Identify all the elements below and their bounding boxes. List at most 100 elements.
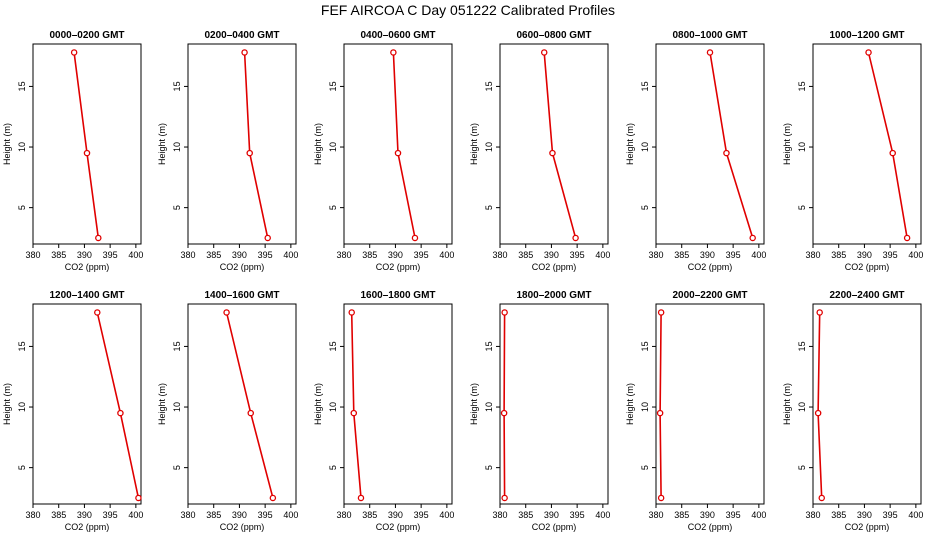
x-tick-label: 380 bbox=[805, 510, 820, 520]
y-tick-label: 15 bbox=[640, 81, 650, 91]
plot-frame bbox=[32, 43, 142, 245]
x-tick-label: 395 bbox=[883, 250, 898, 260]
profile-line bbox=[392, 52, 416, 239]
x-tick-label: 390 bbox=[857, 250, 872, 260]
x-tick-label: 385 bbox=[674, 250, 689, 260]
x-tick-label: 385 bbox=[831, 510, 846, 520]
y-tick-label: 15 bbox=[640, 341, 650, 351]
data-point bbox=[865, 49, 872, 56]
y-tick-label: 10 bbox=[328, 142, 338, 152]
x-tick-label: 395 bbox=[258, 250, 273, 260]
data-point bbox=[246, 149, 253, 157]
plot-frame bbox=[343, 303, 453, 505]
x-tick-label: 385 bbox=[831, 250, 846, 260]
x-tick-label: 385 bbox=[206, 510, 221, 520]
x-tick-label: 385 bbox=[518, 250, 533, 260]
data-point bbox=[241, 49, 248, 56]
y-tick-label: 15 bbox=[172, 81, 182, 91]
data-point bbox=[706, 49, 714, 56]
panel-title: 1000–1200 GMT bbox=[829, 30, 904, 41]
y-axis-label: Height (m) bbox=[2, 383, 12, 425]
data-point bbox=[264, 234, 271, 242]
y-axis-label: Height (m) bbox=[2, 123, 12, 165]
y-tick-label: 5 bbox=[328, 205, 338, 210]
y-tick-label: 5 bbox=[17, 465, 27, 470]
y-tick-label: 5 bbox=[797, 205, 807, 210]
y-tick-label: 10 bbox=[17, 402, 27, 412]
x-tick-label: 380 bbox=[336, 510, 351, 520]
data-point bbox=[903, 234, 911, 242]
x-tick-label: 385 bbox=[51, 250, 66, 260]
x-axis-label: CO2 (ppm) bbox=[688, 522, 733, 532]
x-tick-label: 395 bbox=[570, 510, 585, 520]
data-point bbox=[394, 149, 402, 157]
y-tick-label: 10 bbox=[640, 402, 650, 412]
data-point bbox=[411, 234, 419, 242]
data-point bbox=[95, 234, 102, 242]
plot-frame bbox=[32, 303, 142, 505]
x-tick-label: 395 bbox=[414, 250, 429, 260]
x-tick-label: 400 bbox=[439, 510, 454, 520]
x-tick-label: 390 bbox=[232, 250, 247, 260]
x-tick-label: 380 bbox=[25, 510, 40, 520]
profile-line bbox=[96, 312, 140, 499]
profile-line bbox=[543, 52, 577, 239]
x-axis-label: CO2 (ppm) bbox=[220, 262, 265, 272]
x-tick-label: 390 bbox=[544, 510, 559, 520]
x-axis-label: CO2 (ppm) bbox=[65, 262, 110, 272]
data-point bbox=[223, 309, 230, 316]
x-axis-label: CO2 (ppm) bbox=[220, 522, 265, 532]
panel-title: 1800–2000 GMT bbox=[516, 290, 591, 301]
y-tick-label: 15 bbox=[484, 341, 494, 351]
x-tick-label: 380 bbox=[648, 250, 663, 260]
panel-title: 1200–1400 GMT bbox=[49, 290, 124, 301]
data-point bbox=[816, 309, 823, 316]
data-point bbox=[94, 309, 101, 316]
y-axis-label: Height (m) bbox=[313, 383, 323, 425]
x-tick-label: 395 bbox=[103, 250, 118, 260]
data-point bbox=[657, 494, 665, 502]
data-point bbox=[501, 494, 508, 502]
y-tick-label: 5 bbox=[172, 465, 182, 470]
y-axis-label: Height (m) bbox=[313, 123, 323, 165]
panel-title: 0000–0200 GMT bbox=[49, 30, 124, 41]
data-point bbox=[269, 494, 277, 502]
x-tick-label: 395 bbox=[726, 250, 741, 260]
y-tick-label: 15 bbox=[328, 341, 338, 351]
data-point bbox=[390, 49, 397, 56]
x-tick-label: 390 bbox=[544, 250, 559, 260]
y-tick-label: 5 bbox=[17, 205, 27, 210]
plot-frame bbox=[812, 303, 922, 505]
plot-frame bbox=[343, 43, 453, 245]
profile-line bbox=[659, 312, 662, 498]
y-tick-label: 10 bbox=[797, 402, 807, 412]
panel-title: 1400–1600 GMT bbox=[204, 290, 279, 301]
y-axis-label: Height (m) bbox=[625, 123, 635, 165]
data-point bbox=[135, 494, 142, 502]
x-tick-label: 390 bbox=[700, 510, 715, 520]
x-tick-label: 400 bbox=[908, 510, 923, 520]
y-tick-label: 15 bbox=[797, 81, 807, 91]
y-tick-label: 5 bbox=[797, 465, 807, 470]
data-point bbox=[723, 149, 730, 157]
data-point bbox=[500, 409, 508, 417]
x-axis-label: CO2 (ppm) bbox=[532, 522, 577, 532]
plot-frame bbox=[187, 43, 297, 245]
plot-frame bbox=[655, 303, 765, 505]
x-tick-label: 400 bbox=[439, 250, 454, 260]
y-tick-label: 5 bbox=[484, 465, 494, 470]
x-tick-label: 400 bbox=[128, 250, 143, 260]
y-axis-label: Height (m) bbox=[469, 123, 479, 165]
panel-title: 2200–2400 GMT bbox=[829, 290, 904, 301]
x-tick-label: 385 bbox=[51, 510, 66, 520]
y-axis-label: Height (m) bbox=[782, 123, 792, 165]
y-tick-label: 10 bbox=[17, 142, 27, 152]
y-axis-label: Height (m) bbox=[157, 383, 167, 425]
plot-frame bbox=[655, 43, 765, 245]
x-tick-label: 380 bbox=[336, 250, 351, 260]
y-axis-label: Height (m) bbox=[625, 383, 635, 425]
x-axis-label: CO2 (ppm) bbox=[65, 522, 110, 532]
x-tick-label: 380 bbox=[492, 510, 507, 520]
x-tick-label: 380 bbox=[805, 250, 820, 260]
x-tick-label: 400 bbox=[283, 250, 298, 260]
